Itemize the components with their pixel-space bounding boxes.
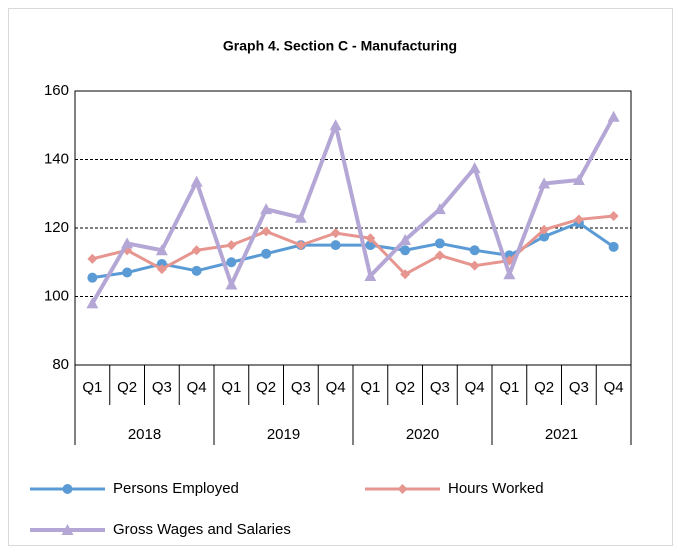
marker [330, 240, 341, 251]
x-group-label: 2018 [128, 426, 161, 443]
marker [608, 241, 619, 252]
marker [434, 238, 445, 249]
x-group-label: 2020 [406, 426, 439, 443]
marker [503, 268, 516, 280]
legend-label: Gross Wages and Salaries [113, 521, 291, 538]
marker [226, 240, 237, 251]
marker [156, 264, 167, 275]
marker [572, 174, 585, 186]
marker [608, 211, 619, 222]
marker [433, 203, 446, 215]
legend-label: Hours Worked [448, 480, 544, 497]
x-tick-label: Q1 [221, 379, 241, 396]
x-tick-label: Q4 [465, 379, 485, 396]
marker [539, 224, 550, 235]
x-tick-label: Q4 [326, 379, 346, 396]
marker [225, 278, 238, 290]
marker [469, 260, 480, 271]
legend-marker [397, 484, 408, 494]
marker [364, 269, 377, 281]
marker [87, 253, 98, 264]
legend-marker [61, 524, 74, 535]
chart-title: Graph 4. Section C - Manufacturing [223, 38, 457, 54]
marker [607, 110, 620, 122]
x-tick-label: Q3 [569, 379, 589, 396]
series-line [90, 115, 616, 305]
x-group-label: 2019 [267, 426, 300, 443]
x-tick-label: Q3 [152, 379, 172, 396]
marker [121, 237, 134, 249]
marker [191, 245, 202, 256]
marker [295, 240, 306, 251]
x-tick-label: Q1 [499, 379, 519, 396]
marker [261, 248, 272, 259]
y-tick-label: 80 [52, 356, 69, 373]
marker [573, 214, 584, 225]
marker [191, 265, 202, 276]
legend-label: Persons Employed [113, 480, 239, 497]
marker [226, 257, 237, 268]
x-tick-label: Q2 [395, 379, 415, 396]
series-line [92, 214, 614, 276]
y-tick-label: 160 [44, 82, 69, 99]
marker [87, 272, 98, 283]
x-tick-label: Q4 [604, 379, 624, 396]
marker [190, 175, 203, 187]
x-tick-label: Q1 [82, 379, 102, 396]
marker [294, 211, 307, 223]
chart-frame [8, 8, 673, 546]
marker [365, 233, 376, 244]
marker [329, 119, 342, 131]
x-group-label: 2021 [545, 426, 578, 443]
marker [399, 233, 412, 245]
y-tick-label: 120 [44, 219, 69, 236]
marker [261, 226, 272, 237]
x-tick-label: Q3 [430, 379, 450, 396]
x-tick-label: Q2 [117, 379, 137, 396]
x-tick-label: Q2 [534, 379, 554, 396]
marker [86, 297, 99, 309]
marker [468, 162, 481, 174]
x-tick-label: Q1 [360, 379, 380, 396]
marker [539, 231, 550, 242]
x-tick-label: Q2 [256, 379, 276, 396]
legend-marker [62, 484, 73, 494]
marker [330, 228, 341, 239]
marker [469, 245, 480, 256]
marker [400, 269, 411, 280]
marker [260, 203, 273, 215]
x-tick-label: Q3 [291, 379, 311, 396]
marker [434, 250, 445, 261]
marker [155, 244, 168, 256]
x-tick-label: Q4 [187, 379, 207, 396]
marker [122, 267, 133, 278]
marker [400, 245, 411, 256]
y-tick-label: 100 [44, 287, 69, 304]
marker [538, 177, 551, 189]
y-tick-label: 140 [44, 150, 69, 167]
